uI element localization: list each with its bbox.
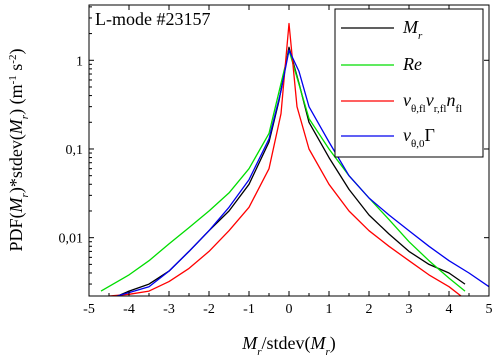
- legend-label-3: vθ,0Γ: [403, 125, 435, 150]
- legend-box: [334, 8, 484, 158]
- x-tick-label: -5: [83, 302, 95, 317]
- y-tick-label: 1: [76, 54, 83, 69]
- x-tick-label: -4: [123, 302, 135, 317]
- y-axis-label: PDF(Mr)*stdev(Mr) (m-1 s-2): [6, 49, 31, 252]
- x-tick-label: 2: [366, 302, 373, 317]
- series-layer: [100, 22, 489, 296]
- ticks-layer: -5 -4 -3 -2 -1 0 1 2 3 4 5 0,01 0,1 1: [59, 5, 493, 317]
- chart-annotation: L-mode #23157: [95, 9, 210, 29]
- x-axis-label: Mr/stdev(Mr): [241, 333, 336, 358]
- x-tick-label: -2: [203, 302, 215, 317]
- legend: Mr Re vθ,flvr,flnfl vθ,0Γ: [334, 8, 484, 158]
- legend-label-2: vθ,flvr,flnfl: [403, 90, 462, 115]
- x-tick-label: 4: [446, 302, 453, 317]
- x-tick-label: -3: [163, 302, 175, 317]
- x-tick-label: 3: [406, 302, 413, 317]
- series-line-3: [116, 49, 489, 296]
- x-tick-label: 1: [326, 302, 333, 317]
- series-line-2: [108, 22, 462, 296]
- legend-label-0: Mr: [402, 17, 423, 42]
- x-tick-label: -1: [243, 302, 255, 317]
- x-tick-label: 0: [286, 302, 293, 317]
- y-tick-label: 0,1: [66, 143, 84, 158]
- x-tick-label: 5: [486, 302, 493, 317]
- y-tick-label: 0,01: [59, 232, 84, 247]
- legend-label-1: Re: [402, 54, 422, 74]
